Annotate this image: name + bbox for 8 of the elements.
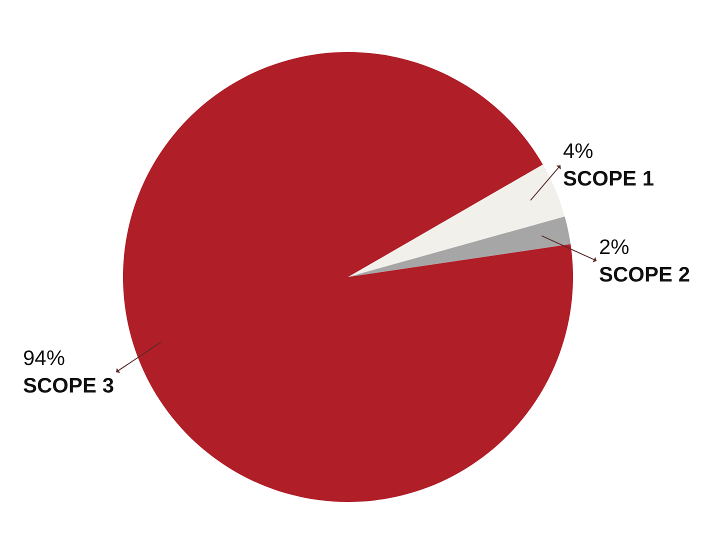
data-label: 4% xyxy=(563,140,594,163)
slice-label: SCOPE 3 xyxy=(23,374,114,398)
pie-slice xyxy=(348,216,571,277)
data-label: 2% xyxy=(599,236,630,259)
slice-label: SCOPE 1 xyxy=(563,167,654,190)
pie-slice xyxy=(348,164,565,277)
slice-label: SCOPE 2 xyxy=(599,263,690,286)
data-label: 94% xyxy=(23,347,66,370)
